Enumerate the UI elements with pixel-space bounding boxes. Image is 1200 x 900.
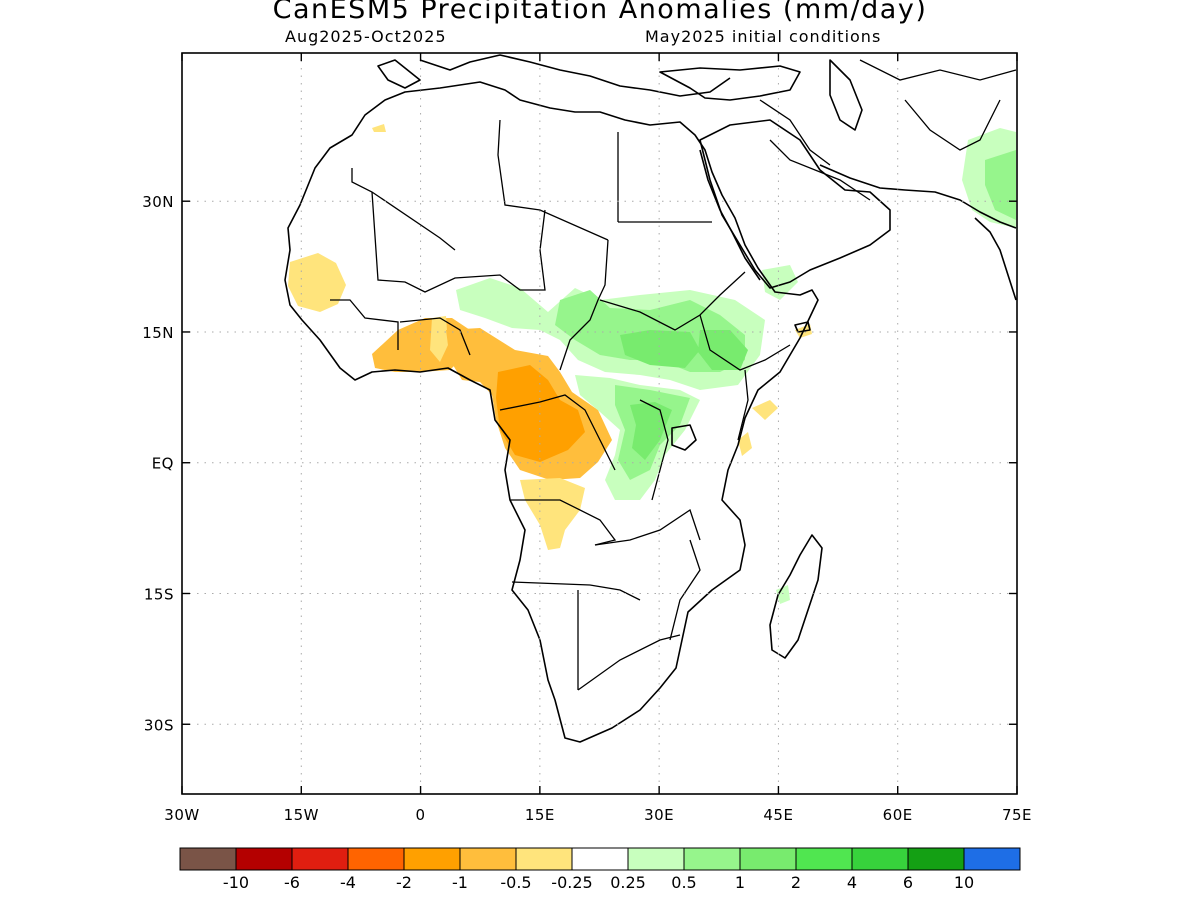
lake-victoria [671,424,697,451]
map-axes: 30W 15W 0 15E 30E 45E 60E 75E 30N 15N EQ 15S 30S [142,53,1032,824]
madagascar-coastline [769,534,823,659]
colorbar-swatch [179,847,237,871]
lon-tick-label: 30E [644,806,674,824]
colorbar-swatch [515,847,573,871]
colorbar-label: 4 [847,873,857,892]
colorbar-swatch [291,847,349,871]
africa-coastline [284,81,819,743]
border-iran-iraq [759,99,831,166]
colorbar-swatch [907,847,965,871]
lon-tick-label: 15E [525,806,555,824]
colorbar-swatch [683,847,741,871]
colorbar-swatch [627,847,685,871]
anomaly-shading [288,124,1016,604]
border-nigeria [399,317,471,356]
border-zambia [594,508,701,546]
country-borders [330,59,1017,691]
colorbar-swatch [459,847,517,871]
lat-tick-label: 15N [142,324,174,342]
lat-tick-label: 30S [144,716,174,734]
colorbar-label: -10 [223,873,249,892]
border-algeria-libya [497,119,609,241]
border-mozambique [669,539,701,641]
colorbar-label: 6 [903,873,913,892]
india-coastline [974,217,1017,301]
border-saudi [769,139,871,201]
dry-anomaly-kenya-coast [738,432,752,456]
dry-anomaly-senegal [288,253,346,312]
map-frame [181,52,1018,795]
colorbar-swatch [739,847,797,871]
colorbar-swatch [235,847,293,871]
colorbar-label: 0.5 [671,873,696,892]
dry-anomaly-somalia-coast [752,400,778,420]
colorbar-label: -2 [396,873,412,892]
dry-anomaly-congo-core [496,365,585,462]
border-namibia [511,581,641,601]
socotra [794,321,811,333]
coastlines [284,54,1017,743]
lat-tick-label: 30N [142,193,174,211]
wet-anomaly-south-sudan [620,330,700,368]
border-west-africa [330,299,399,350]
iran-coast [819,164,1017,229]
border-afghan [904,99,1001,151]
lon-tick-label: 30W [164,806,199,824]
colorbar-label: 10 [954,873,974,892]
border-chad [559,239,609,371]
lon-tick-label: 15W [284,806,319,824]
colorbar-label: -4 [340,873,356,892]
lat-tick-label: EQ [152,455,174,473]
colorbar-label: 0.25 [610,873,646,892]
wet-anomaly-madagascar [776,585,790,604]
colorbar-label: 2 [791,873,801,892]
dry-anomaly-nigeria-light [430,316,448,362]
arabia-coastline [699,119,891,289]
border-sahel-north [371,191,546,293]
colorbar-swatch [795,847,853,871]
map-title: CanESM5 Precipitation Anomalies (mm/day) [272,0,928,25]
turkey-coast [659,65,801,101]
dry-anomaly-angola [520,478,585,550]
iberia-coast [377,59,421,89]
colorbar-swatch [571,847,629,871]
colorbar-swatch [347,847,405,871]
colorbar-swatch [963,847,1021,871]
wet-anomaly-ethiopia [698,330,748,370]
border-maghreb [351,168,456,251]
season-label: Aug2025-Oct2025 [285,27,447,46]
red-sea-coast [699,149,761,281]
border-congo-drc [499,394,616,471]
colorbar: -10 -6 -4 -2 -1 -0.5 -0.25 0.25 0.5 1 2 4 6 10 [179,847,1021,892]
lon-tick-label: 45E [763,806,793,824]
wet-anomaly-yemen [762,265,798,300]
europe-coast [419,54,731,97]
colorbar-swatch [851,847,909,871]
lon-tick-label: 60E [883,806,913,824]
border-drc-east [639,399,669,501]
lat-tick-label: 15S [144,585,174,603]
border-kenya-somalia [737,369,749,441]
lon-tick-label: 75E [1002,806,1032,824]
colorbar-label: -1 [452,873,468,892]
dry-anomaly-morocco [372,124,386,132]
initial-conditions-label: May2025 initial conditions [645,27,882,46]
colorbar-label: -0.5 [500,873,531,892]
border-sudan-south [599,271,746,331]
colorbar-swatch [403,847,461,871]
border-central-asia [859,59,1017,81]
wet-anomaly-south-asia-core [985,150,1016,220]
caspian-coast [829,59,863,131]
lon-tick-label: 0 [416,806,426,824]
colorbar-label: -0.25 [551,873,592,892]
colorbar-label: 1 [735,873,745,892]
border-angola [510,499,617,546]
colorbar-label: -6 [284,873,300,892]
border-ethiopia [699,314,791,371]
